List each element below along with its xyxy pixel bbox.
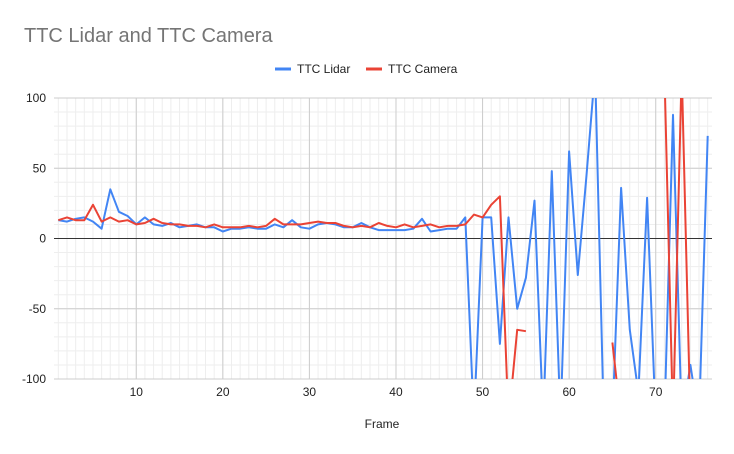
x-tick-label: 60 <box>562 385 576 399</box>
y-tick-label: 0 <box>39 232 46 246</box>
x-tick-label: 10 <box>130 385 144 399</box>
x-tick-label: 20 <box>216 385 230 399</box>
y-axis-ticks: -100 -50 0 50 100 <box>22 91 46 386</box>
legend-label-ttc-lidar: TTC Lidar <box>297 62 350 76</box>
x-tick-label: 40 <box>389 385 403 399</box>
x-tick-label: 70 <box>649 385 663 399</box>
series-line-ttc-lidar[interactable] <box>58 70 709 421</box>
series-group <box>57 70 709 422</box>
y-tick-label: 100 <box>26 91 46 105</box>
x-axis-ticks: 10 20 30 40 50 60 70 <box>130 385 663 399</box>
series-line-ttc-camera-segment-1[interactable] <box>611 342 621 422</box>
legend: TTC Lidar TTC Camera <box>275 62 458 76</box>
x-axis-title: Frame <box>365 417 400 431</box>
legend-item-ttc-lidar[interactable]: TTC Lidar <box>275 62 350 76</box>
legend-label-ttc-camera: TTC Camera <box>388 62 458 76</box>
y-tick-label: -100 <box>22 372 46 386</box>
series-line-ttc-camera-segment-2[interactable] <box>664 70 691 421</box>
series-line-ttc-camera[interactable] <box>57 195 527 421</box>
x-tick-label: 30 <box>303 385 317 399</box>
y-tick-label: 50 <box>33 161 47 175</box>
x-tick-label: 50 <box>476 385 490 399</box>
y-tick-label: -50 <box>29 302 47 316</box>
legend-item-ttc-camera[interactable]: TTC Camera <box>366 62 458 76</box>
chart-title: TTC Lidar and TTC Camera <box>24 25 273 47</box>
